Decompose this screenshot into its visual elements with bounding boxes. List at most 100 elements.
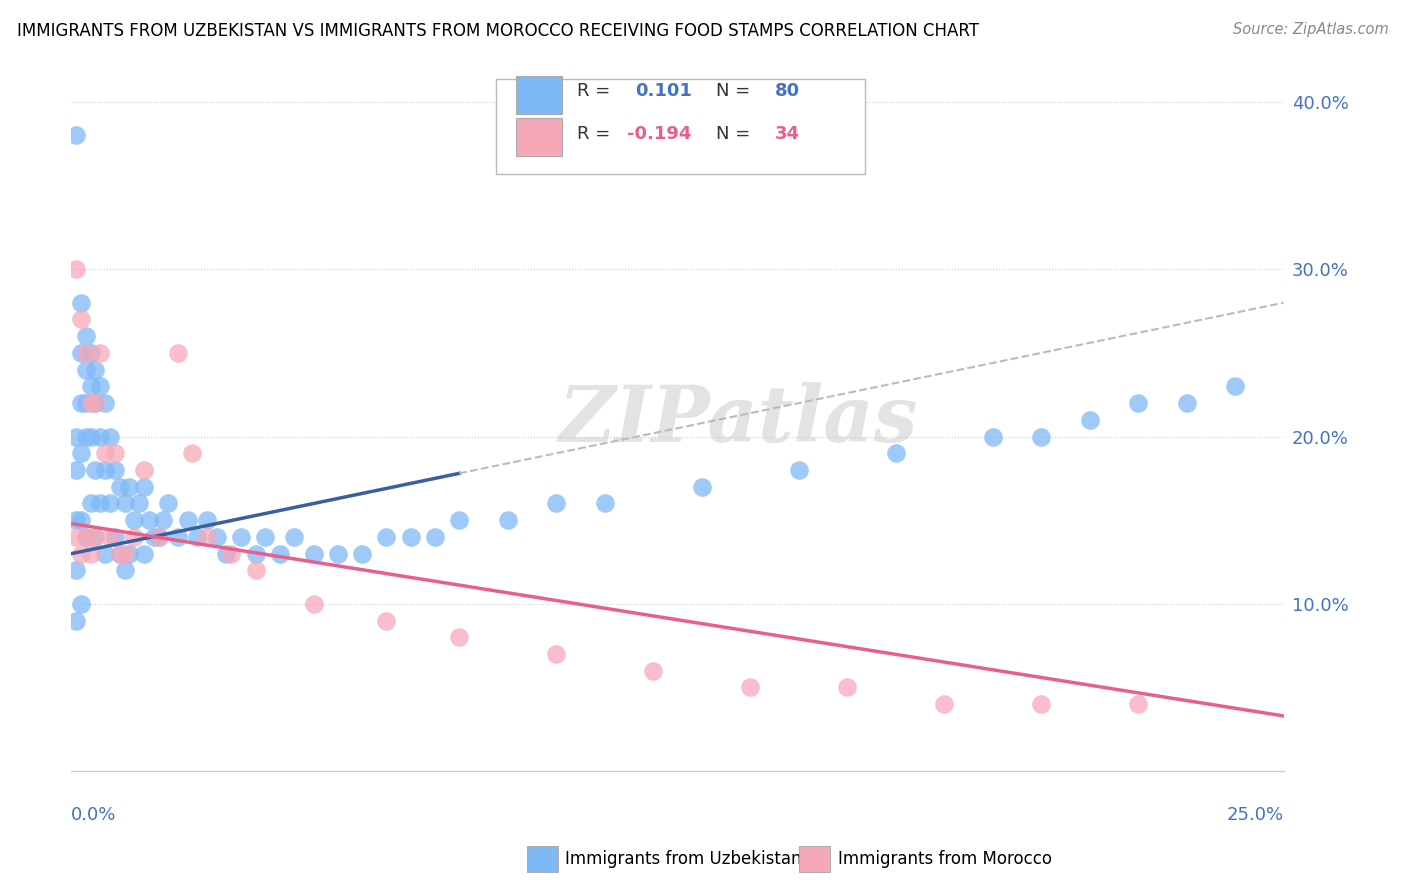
Point xyxy=(690,480,713,494)
Point xyxy=(245,547,267,561)
Point xyxy=(84,396,107,410)
Point xyxy=(75,362,97,376)
Point xyxy=(546,496,568,510)
Text: R =: R = xyxy=(576,82,616,101)
Point xyxy=(128,496,150,510)
Point xyxy=(79,396,101,410)
Point xyxy=(118,480,141,494)
Point xyxy=(181,446,204,460)
Point xyxy=(94,463,117,477)
Point xyxy=(70,396,93,410)
Point xyxy=(142,530,165,544)
Point xyxy=(1223,379,1246,393)
Text: N =: N = xyxy=(716,82,756,101)
Point xyxy=(884,446,907,460)
Point xyxy=(65,262,87,277)
Point xyxy=(449,630,471,644)
Point xyxy=(152,513,174,527)
Point xyxy=(84,396,107,410)
Point xyxy=(176,513,198,527)
Point xyxy=(65,563,87,577)
Text: Source: ZipAtlas.com: Source: ZipAtlas.com xyxy=(1233,22,1389,37)
Point xyxy=(132,480,155,494)
Point xyxy=(326,547,349,561)
Point xyxy=(302,547,325,561)
Point xyxy=(283,530,305,544)
Text: Immigrants from Morocco: Immigrants from Morocco xyxy=(838,850,1052,868)
Point xyxy=(167,346,190,360)
Bar xyxy=(516,118,562,156)
Point xyxy=(65,614,87,628)
Point xyxy=(375,614,398,628)
Point xyxy=(79,379,101,393)
Point xyxy=(981,429,1004,443)
Text: ZIPatlas: ZIPatlas xyxy=(558,382,918,458)
Point xyxy=(132,547,155,561)
Point xyxy=(89,496,111,510)
Point xyxy=(114,563,136,577)
Point xyxy=(195,513,218,527)
Point xyxy=(75,329,97,343)
Point xyxy=(65,513,87,527)
Text: 34: 34 xyxy=(775,125,800,143)
Point xyxy=(375,530,398,544)
Text: IMMIGRANTS FROM UZBEKISTAN VS IMMIGRANTS FROM MOROCCO RECEIVING FOOD STAMPS CORR: IMMIGRANTS FROM UZBEKISTAN VS IMMIGRANTS… xyxy=(17,22,979,40)
Point xyxy=(108,547,131,561)
Point xyxy=(118,547,141,561)
Point xyxy=(1126,697,1149,711)
Point xyxy=(79,429,101,443)
Point xyxy=(75,429,97,443)
Point xyxy=(70,513,93,527)
Point xyxy=(546,647,568,661)
Point xyxy=(75,396,97,410)
Point xyxy=(643,664,665,678)
Point xyxy=(108,480,131,494)
Text: Immigrants from Uzbekistan: Immigrants from Uzbekistan xyxy=(565,850,801,868)
Text: 0.0%: 0.0% xyxy=(72,806,117,824)
Point xyxy=(167,530,190,544)
Point xyxy=(89,379,111,393)
Point xyxy=(593,496,616,510)
Point xyxy=(229,530,252,544)
Point xyxy=(65,530,87,544)
Point xyxy=(1126,396,1149,410)
Point xyxy=(423,530,446,544)
Point xyxy=(740,681,762,695)
Point xyxy=(352,547,374,561)
Point xyxy=(399,530,422,544)
Point xyxy=(496,513,519,527)
Point xyxy=(108,547,131,561)
Point xyxy=(195,530,218,544)
Point xyxy=(75,346,97,360)
Text: 80: 80 xyxy=(775,82,800,101)
Point xyxy=(79,496,101,510)
Point xyxy=(98,530,121,544)
Text: R =: R = xyxy=(576,125,616,143)
Point xyxy=(84,463,107,477)
Point xyxy=(94,396,117,410)
Point xyxy=(104,530,127,544)
Point xyxy=(70,446,93,460)
Point xyxy=(205,530,228,544)
Point xyxy=(65,429,87,443)
Point xyxy=(245,563,267,577)
Point xyxy=(70,547,93,561)
Point xyxy=(84,530,107,544)
Point xyxy=(79,547,101,561)
Point xyxy=(70,295,93,310)
Point xyxy=(84,530,107,544)
Point xyxy=(79,346,101,360)
Point xyxy=(186,530,208,544)
Point xyxy=(114,496,136,510)
Text: 0.101: 0.101 xyxy=(636,82,692,101)
Point xyxy=(148,530,170,544)
Text: N =: N = xyxy=(716,125,756,143)
Point xyxy=(138,513,160,527)
Point xyxy=(75,530,97,544)
Point xyxy=(98,429,121,443)
Point xyxy=(1029,697,1052,711)
Point xyxy=(89,346,111,360)
Point xyxy=(89,429,111,443)
Point xyxy=(114,547,136,561)
Text: 25.0%: 25.0% xyxy=(1226,806,1284,824)
